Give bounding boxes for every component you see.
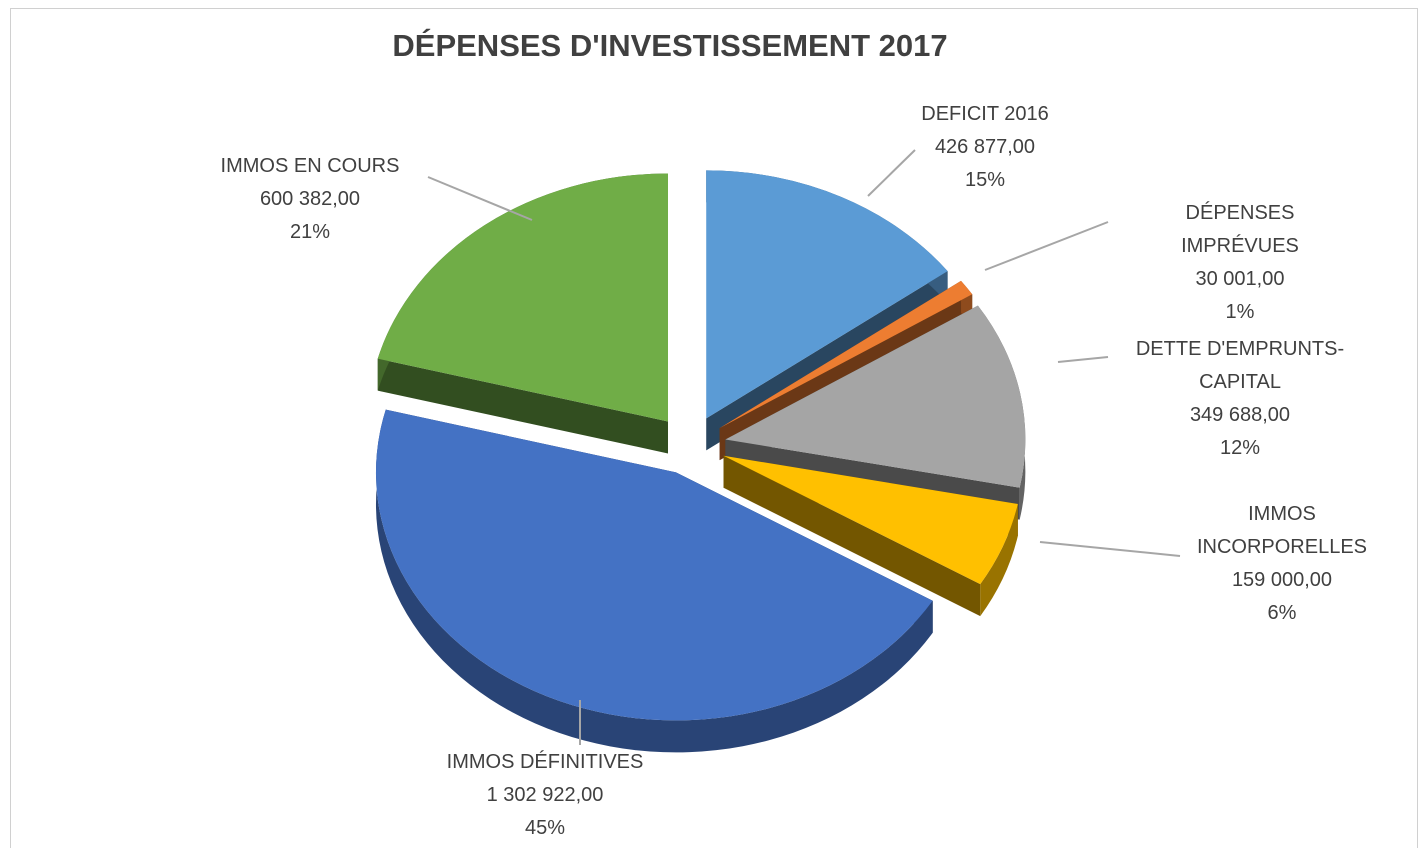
slice-side xyxy=(723,455,981,617)
label-category: DEFICIT 2016 xyxy=(921,103,1049,125)
label-value: 159 000,00 xyxy=(1231,569,1333,591)
pie-slice xyxy=(706,170,948,419)
label-value: 1 302 922,00 xyxy=(486,784,604,806)
label-value: 426 877,00 xyxy=(934,136,1036,158)
chart-title: DÉPENSES D'INVESTISSEMENT 2017 xyxy=(392,28,948,63)
label-value: 600 382,00 xyxy=(259,188,361,210)
label-category: IMMOS EN COURS xyxy=(220,155,400,177)
data-label: DÉPENSES IMPRÉVUES 30 001,00 1% xyxy=(1150,197,1330,329)
slice-wall xyxy=(980,503,1018,617)
pie-slice xyxy=(375,409,933,721)
data-label: IMMOS EN COURS 600 382,00 21% xyxy=(221,150,400,249)
leader-line xyxy=(427,176,533,221)
pie-slice xyxy=(719,280,973,429)
label-percent: 21% xyxy=(289,221,331,243)
pie-slice xyxy=(723,455,1018,585)
label-percent: 45% xyxy=(524,817,566,839)
label-category: IMMOS DÉFINITIVES xyxy=(446,751,644,773)
data-label: DETTE D'EMPRUNTS-CAPITAL 349 688,00 12% xyxy=(1133,333,1348,465)
label-percent: 1% xyxy=(1225,301,1255,323)
label-percent: 12% xyxy=(1219,437,1261,459)
chart-border xyxy=(10,8,1418,848)
label-value: 349 688,00 xyxy=(1189,404,1291,426)
label-category: DÉPENSES IMPRÉVUES xyxy=(1181,202,1299,257)
slice-side xyxy=(377,358,669,454)
data-label: IMMOS INCORPORELLES 159 000,00 6% xyxy=(1182,498,1382,630)
label-category: DETTE D'EMPRUNTS-CAPITAL xyxy=(1135,338,1345,393)
pie-slice xyxy=(725,305,1026,488)
label-percent: 6% xyxy=(1267,602,1297,624)
label-category: IMMOS INCORPORELLES xyxy=(1196,503,1368,558)
pie-slice xyxy=(377,173,669,422)
leader-line xyxy=(1039,541,1181,557)
leader-line xyxy=(1057,356,1109,363)
data-label: DEFICIT 2016 426 877,00 15% xyxy=(921,98,1048,197)
leader-line xyxy=(984,221,1109,271)
data-label: IMMOS DÉFINITIVES 1 302 922,00 45% xyxy=(447,746,644,845)
label-percent: 15% xyxy=(964,169,1006,191)
label-value: 30 001,00 xyxy=(1195,268,1285,290)
leader-line xyxy=(867,149,916,197)
